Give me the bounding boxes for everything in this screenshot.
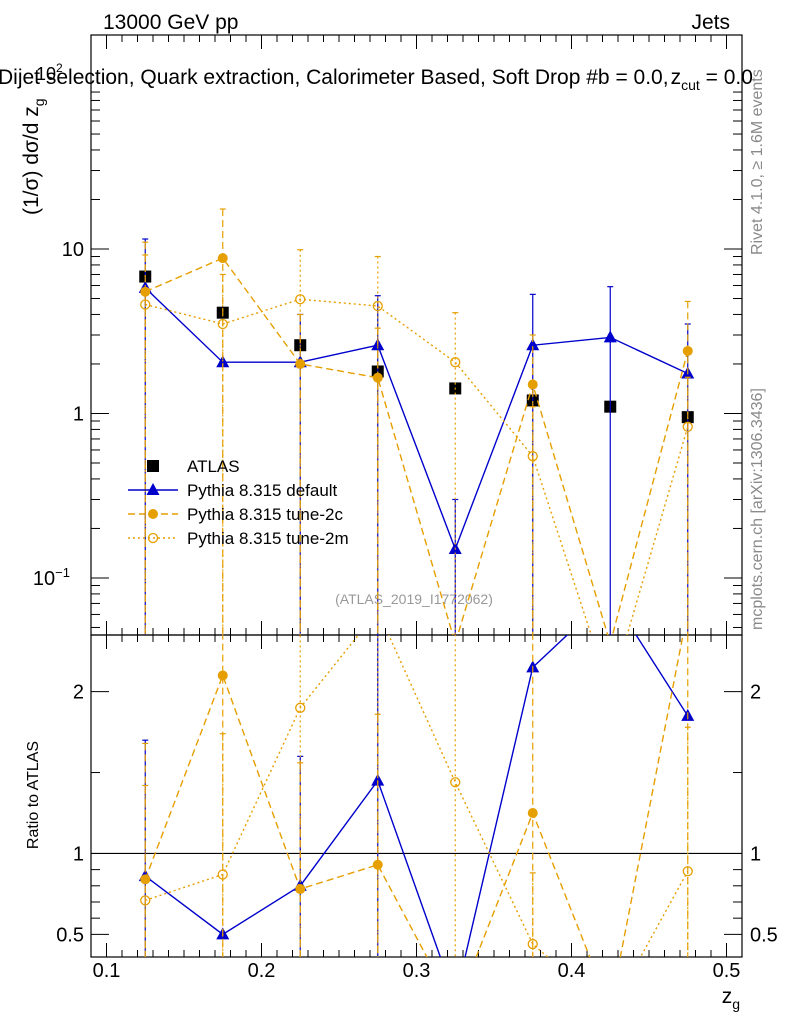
plot-title-eq: = 0.0: [700, 66, 753, 89]
legend-marker-tune2m: [147, 532, 159, 544]
header-right: Jets: [691, 11, 730, 34]
ratio-point-tune2c: [527, 807, 538, 818]
legend-marker-tune2c: [148, 509, 158, 519]
ratio-point-tune2c: [372, 859, 383, 870]
xlabel: zg: [722, 985, 740, 1012]
legend-entry-tune2c: Pythia 8.315 tune-2c: [128, 505, 343, 524]
point-tune2m: [140, 299, 151, 310]
point-tune2m: [682, 421, 693, 432]
legend-label-tune2m: Pythia 8.315 tune-2m: [187, 529, 349, 548]
y-tick-label: 1: [73, 403, 84, 425]
y-tick-label-base: 10: [33, 568, 55, 590]
ratio-y-tick-label-right: 2: [750, 682, 761, 704]
x-tick-label: 0.3: [403, 960, 431, 982]
ratio-point-default: [371, 773, 385, 786]
legend-marker-atlas: [147, 460, 159, 472]
ratio-line-tune2c: [144, 635, 684, 957]
main-ylabel-sub: g: [31, 98, 47, 106]
plot-title-z: z: [671, 66, 682, 89]
legend: ATLAS Pythia 8.315 default Pythia 8.315 tu…: [128, 457, 349, 548]
point-tune2c: [217, 253, 228, 264]
legend-entry-atlas: ATLAS: [147, 457, 240, 476]
ratio-point-tune2c: [217, 670, 228, 681]
ratio-y-tick-label: 0.5: [56, 924, 84, 946]
point-default: [603, 330, 617, 343]
point-tune2m: [450, 357, 461, 368]
ratio-plot-layer: [138, 635, 695, 957]
x-tick-label: 0.2: [248, 960, 276, 982]
main-ylabel-text: (1/σ) dσ/d z: [20, 106, 43, 215]
xlabel-sub: g: [732, 996, 740, 1012]
plot-title: Dijet selection, Quark extraction, Calor…: [0, 66, 753, 93]
ratio-point-tune2m: [527, 938, 538, 950]
ratio-y-tick-label: 2: [73, 682, 84, 704]
point-tune2m: [295, 294, 306, 305]
main-ylabel-overlay: 102: [36, 61, 63, 84]
ratio-ylabel: Ratio to ATLAS: [25, 741, 42, 849]
legend-marker-default: [146, 483, 160, 495]
xlabel-text: z: [722, 985, 733, 1008]
ratio-y-tick-label-right: 0.5: [750, 924, 778, 946]
ratio-point-tune2m: [682, 866, 693, 877]
x-tick-label: 0.5: [713, 960, 741, 982]
legend-entry-default: Pythia 8.315 default: [128, 481, 338, 500]
series-line-tune2c: [144, 257, 689, 635]
svg-text:(1/σ) dσ/d zg: (1/σ) dσ/d zg: [20, 98, 47, 215]
point-default: [526, 338, 540, 351]
main-ylabel-overlay-sup: 2: [56, 61, 63, 75]
legend-label-tune2c: Pythia 8.315 tune-2c: [187, 505, 343, 524]
series-line-default: [144, 287, 689, 551]
main-ylabel: (1/σ) dσ/d zg: [20, 98, 47, 215]
x-tick-label: 0.4: [558, 960, 586, 982]
point-tune2c: [682, 345, 693, 356]
ratio-y-tick-label: 1: [73, 843, 84, 865]
ratio-point-tune2m: [295, 702, 306, 713]
ratio-point-tune2m: [140, 895, 151, 906]
y-tick-label: 10−1: [33, 565, 70, 590]
main-ylabel-overlay-base: 10: [36, 64, 56, 84]
point-tune2c: [295, 358, 306, 369]
plot-title-main: Dijet selection, Quark extraction, Calor…: [0, 66, 669, 89]
legend-label-atlas: ATLAS: [187, 457, 240, 476]
mcplots-label: mcplots.cern.ch [arXiv:1306.3436]: [749, 388, 766, 630]
point-tune2m: [527, 451, 538, 462]
rivet-label: Rivet 4.1.0, ≥ 1.6M events: [749, 69, 766, 255]
series-line-tune2m: [145, 298, 689, 635]
header-left: 13000 GeV pp: [103, 11, 238, 34]
point-tune2m: [217, 318, 228, 330]
ratio-point-tune2c: [140, 874, 151, 885]
x-tick-label: 0.1: [93, 960, 121, 982]
ratio-line-default: [144, 635, 689, 957]
y-tick-label: 10: [62, 239, 84, 261]
analysis-watermark: (ATLAS_2019_I1772062): [335, 591, 493, 607]
ratio-point-tune2m: [217, 869, 228, 880]
ratio-y-tick-label-right: 1: [750, 843, 761, 865]
legend-entry-tune2m: Pythia 8.315 tune-2m: [128, 529, 349, 548]
point-tune2m: [372, 300, 383, 312]
point-tune2c: [527, 379, 538, 390]
legend-label-default: Pythia 8.315 default: [187, 481, 338, 500]
ratio-point-tune2m: [450, 777, 461, 788]
y-tick-label-sup: −1: [55, 565, 70, 580]
ratio-point-tune2c: [295, 884, 306, 895]
main-plot-layer: [138, 208, 695, 635]
plot-title-sub: cut: [681, 77, 700, 93]
